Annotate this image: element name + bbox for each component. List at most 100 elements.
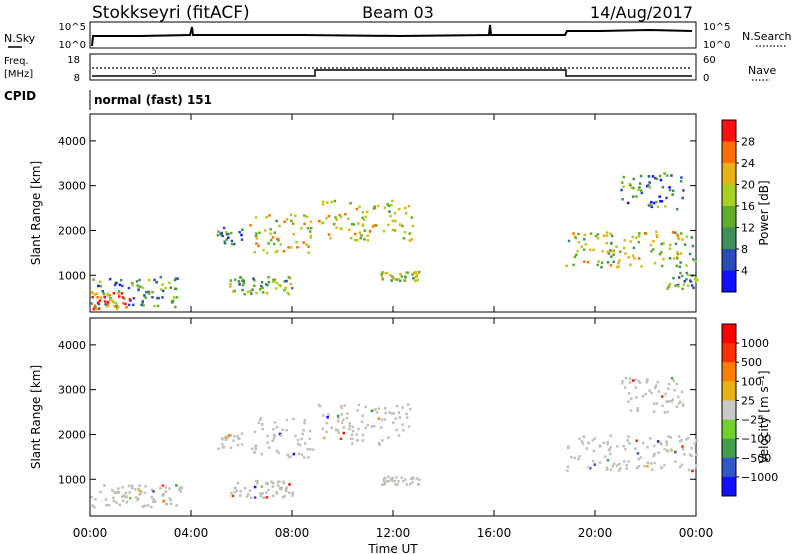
velocity-cell <box>346 412 349 415</box>
velocity-cell <box>412 477 415 480</box>
power-cell <box>232 290 235 293</box>
power-cell <box>609 249 612 252</box>
power-cell <box>685 264 688 267</box>
power-cell <box>348 228 351 232</box>
power-cell <box>238 231 241 234</box>
power-cell <box>354 232 357 236</box>
power-cell <box>589 232 593 235</box>
velocity-cell <box>380 426 383 429</box>
velocity-cell <box>99 490 102 494</box>
velocity-cell <box>161 484 165 487</box>
velocity-cell <box>570 455 573 459</box>
power-cell <box>610 234 614 238</box>
velocity-cell <box>125 495 129 498</box>
velocity-cell <box>288 491 291 495</box>
power-cell <box>373 205 376 208</box>
power-cell <box>109 277 112 281</box>
power-cell <box>381 276 384 279</box>
power-cell <box>640 191 644 195</box>
velocity-cell <box>641 395 645 398</box>
velocity-cell <box>695 439 698 442</box>
velocity-cell <box>577 457 580 461</box>
power-cell <box>122 301 125 305</box>
noise-tick-low-left: 10^0 <box>59 40 86 51</box>
power-cell <box>120 292 124 295</box>
velocity-cell <box>162 499 165 503</box>
velocity-cell <box>233 490 237 494</box>
power-cell <box>653 261 657 265</box>
velocity-cell <box>351 442 354 445</box>
velocity-cell <box>653 461 656 465</box>
power-cell <box>572 232 575 235</box>
power-cell <box>399 273 402 276</box>
velocity-cell <box>292 452 296 456</box>
power-cell <box>637 257 641 260</box>
velocity-cell <box>306 448 309 451</box>
power-cell <box>362 218 366 221</box>
power-cell <box>171 301 174 304</box>
velocity-cell <box>292 417 295 421</box>
power-cell <box>262 248 265 252</box>
power-cell <box>249 289 252 293</box>
velocity-cell <box>391 477 394 480</box>
velocity-cell <box>326 416 329 419</box>
velocity-cell <box>150 496 154 499</box>
power-cell <box>223 240 226 243</box>
power-cell <box>221 234 224 238</box>
power-cell <box>372 207 375 210</box>
velocity-cell <box>397 480 400 483</box>
power-cell <box>260 284 263 288</box>
power-cell <box>393 278 396 281</box>
power-cell <box>243 293 246 296</box>
velocity-cell <box>636 452 640 455</box>
power-cell <box>610 255 613 258</box>
power-cell <box>632 186 635 190</box>
power-cell <box>658 252 662 256</box>
power-cell <box>302 241 305 244</box>
power-cell <box>254 234 258 238</box>
power-cell <box>404 276 407 279</box>
velocity-cell <box>612 462 616 465</box>
velocity-cell <box>351 430 355 433</box>
velocity-cell <box>263 496 267 499</box>
power-cell <box>229 285 232 288</box>
power-cell <box>676 251 679 254</box>
velocity-cell <box>635 396 638 399</box>
velocity-cell <box>383 481 387 484</box>
power-y-axis-label: Slant Range [km] <box>29 161 43 265</box>
velocity-cell <box>660 466 663 470</box>
power-cell <box>115 281 118 285</box>
power-cell <box>635 236 638 239</box>
velocity-cell <box>615 464 619 467</box>
velocity-cell <box>646 461 649 465</box>
power-cell <box>679 252 683 255</box>
power-colorbar-swatch <box>722 249 736 271</box>
power-cell <box>272 278 275 282</box>
velocity-cell <box>245 495 249 498</box>
power-cell <box>111 299 114 302</box>
velocity-cell <box>665 440 668 443</box>
power-cell <box>102 292 105 295</box>
power-cell <box>668 247 672 250</box>
velocity-cell <box>578 437 581 440</box>
power-cell <box>650 250 653 253</box>
cpid-value: normal (fast) 151 <box>94 93 212 107</box>
velocity-cell <box>593 463 596 466</box>
velocity-cell <box>105 504 108 507</box>
velocity-cell <box>384 407 387 410</box>
velocity-cell <box>141 505 145 508</box>
power-cell <box>676 252 680 256</box>
power-cell <box>103 300 107 303</box>
velocity-cell <box>227 434 231 437</box>
freq-tick-high: 18 <box>67 55 80 66</box>
velocity-cell <box>680 390 684 394</box>
velocity-cell <box>224 438 228 442</box>
power-cell <box>255 242 258 245</box>
velocity-cell <box>254 479 258 483</box>
velocity-cell <box>591 439 594 442</box>
power-colorbar-swatch <box>722 206 736 228</box>
power-cell <box>335 218 338 221</box>
power-cell <box>600 261 604 264</box>
power-cell <box>339 216 343 219</box>
